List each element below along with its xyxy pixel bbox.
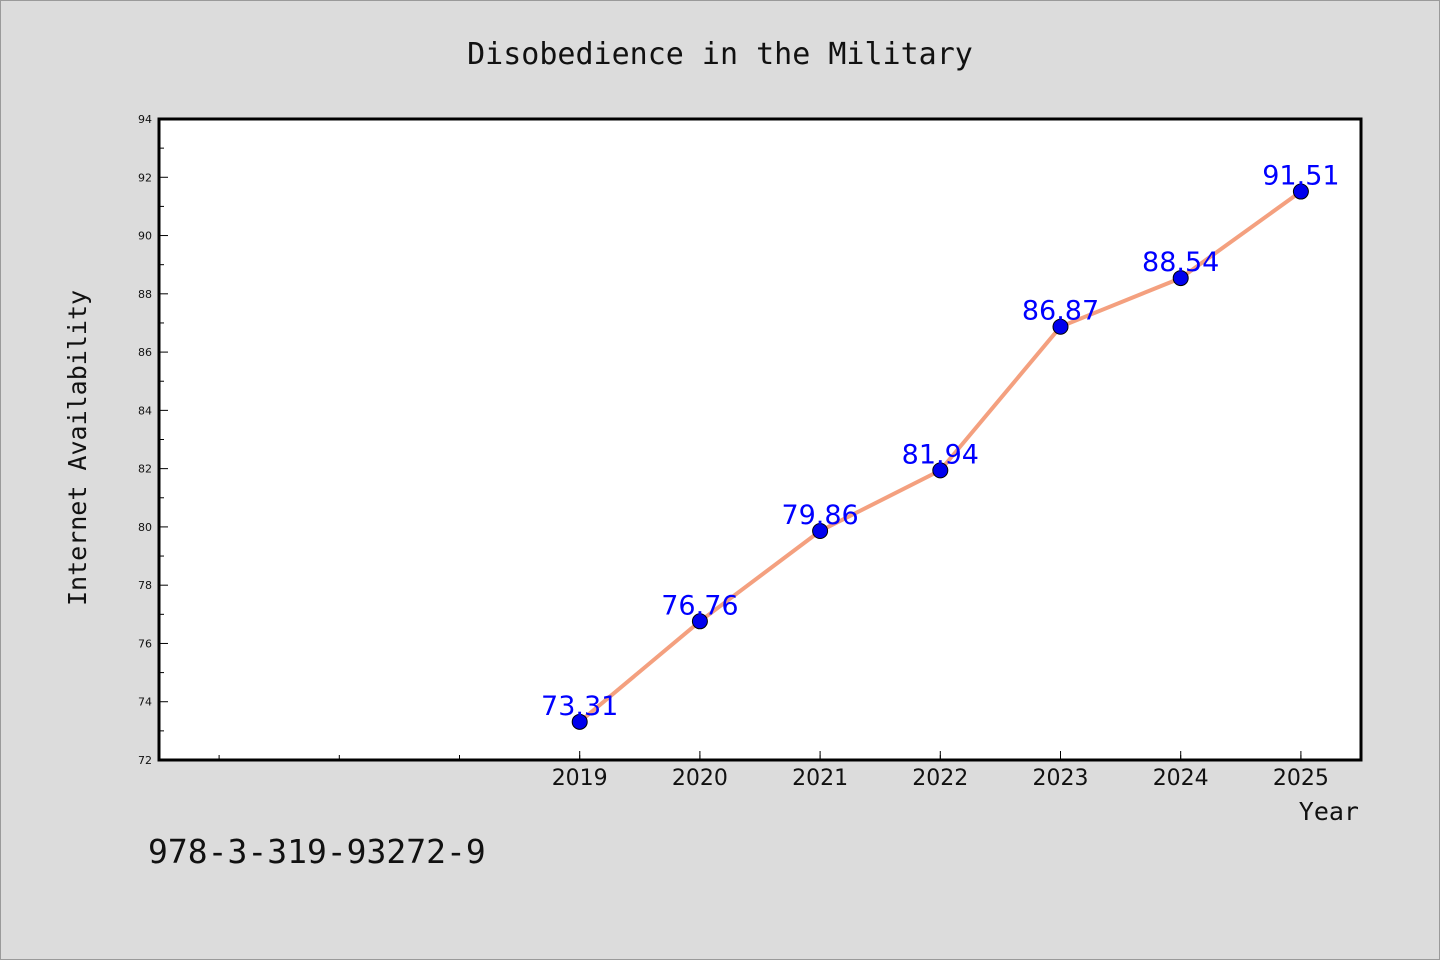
y-tick-label: 86 — [138, 346, 152, 359]
x-tick-label: 2022 — [912, 766, 968, 791]
data-point-marker — [571, 713, 588, 730]
y-tick-label: 78 — [138, 579, 152, 592]
y-tick-label: 80 — [138, 521, 152, 534]
y-tick-label: 92 — [138, 171, 152, 184]
plot-area — [157, 117, 1363, 762]
x-tick-label: 2021 — [792, 766, 848, 791]
x-axis-label: Year — [1299, 797, 1359, 826]
data-point-marker — [691, 613, 708, 630]
y-tick-label: 84 — [138, 404, 152, 417]
data-labels: 73.31 76.76 79.86 81.94 86.87 88.54 91.51 — [541, 161, 1339, 722]
y-tick-label: 94 — [138, 113, 152, 126]
data-point-marker — [1292, 183, 1309, 200]
data-label: 91.51 — [1262, 161, 1339, 192]
y-tick-label: 88 — [138, 288, 152, 301]
y-tick-label: 82 — [138, 463, 152, 476]
x-tick-label: 2019 — [552, 766, 608, 791]
x-tick-label: 2024 — [1153, 766, 1209, 791]
y-tick-label: 74 — [138, 696, 152, 709]
data-label: 79.86 — [781, 500, 858, 531]
isbn-text: 978-3-319-93272-9 — [148, 832, 486, 871]
y-tick-label: 90 — [138, 230, 152, 243]
data-point-marker — [812, 522, 829, 539]
data-point-marker — [932, 462, 949, 479]
data-label: 81.94 — [902, 439, 979, 470]
x-axis: 2019 2020 2021 2022 2023 2024 2025 — [218, 751, 1329, 791]
x-tick-label: 2023 — [1033, 766, 1089, 791]
y-axis: 72 74 76 78 80 82 84 86 88 90 92 94 — [138, 113, 168, 767]
chart-title: Disobedience in the Military — [467, 37, 973, 72]
data-series — [571, 183, 1309, 730]
y-tick-label: 76 — [138, 637, 152, 650]
data-label: 86.87 — [1022, 296, 1099, 327]
data-point-marker — [1172, 270, 1189, 287]
data-label: 88.54 — [1142, 247, 1219, 278]
data-point-marker — [1052, 318, 1069, 335]
data-label: 76.76 — [661, 590, 738, 621]
x-tick-label: 2025 — [1273, 766, 1329, 791]
data-label: 73.31 — [541, 691, 618, 722]
x-tick-label: 2020 — [672, 766, 728, 791]
y-axis-label: Internet Availability — [63, 290, 92, 606]
y-tick-label: 72 — [138, 754, 152, 767]
